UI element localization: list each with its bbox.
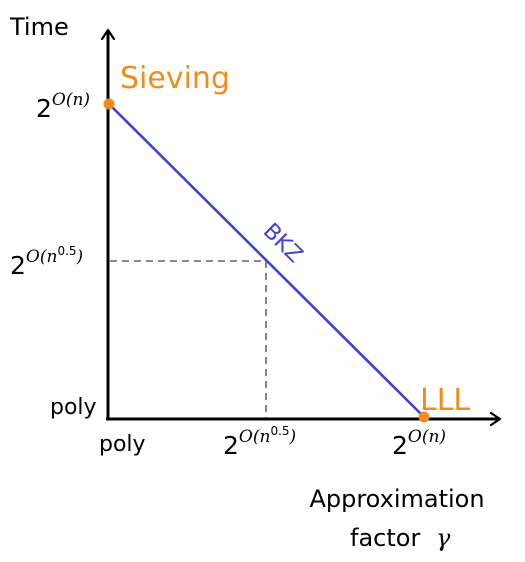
x-tick-mid: 2O(n0.5): [223, 424, 296, 460]
sieving-label: Sieving: [120, 61, 230, 96]
y-tick-mid: 2O(n0.5): [10, 244, 83, 280]
x-axis-title-line2: factor γ: [350, 524, 451, 552]
x-axis-title-gamma: γ: [436, 524, 451, 552]
sieving-point: [103, 98, 115, 110]
lll-point: [418, 411, 430, 423]
y-tick-top: 2O(n): [36, 90, 90, 123]
y-tick-bottom: poly: [50, 395, 97, 420]
x-axis-title-factor: factor: [350, 524, 420, 552]
y-axis-title: Time: [9, 13, 69, 41]
x-tick-left: poly: [99, 432, 146, 457]
bkz-line: [108, 103, 425, 418]
lll-label: LLL: [420, 383, 470, 418]
x-tick-right: 2O(n): [392, 427, 446, 460]
x-axis-title-line1: Approximation: [309, 485, 484, 513]
